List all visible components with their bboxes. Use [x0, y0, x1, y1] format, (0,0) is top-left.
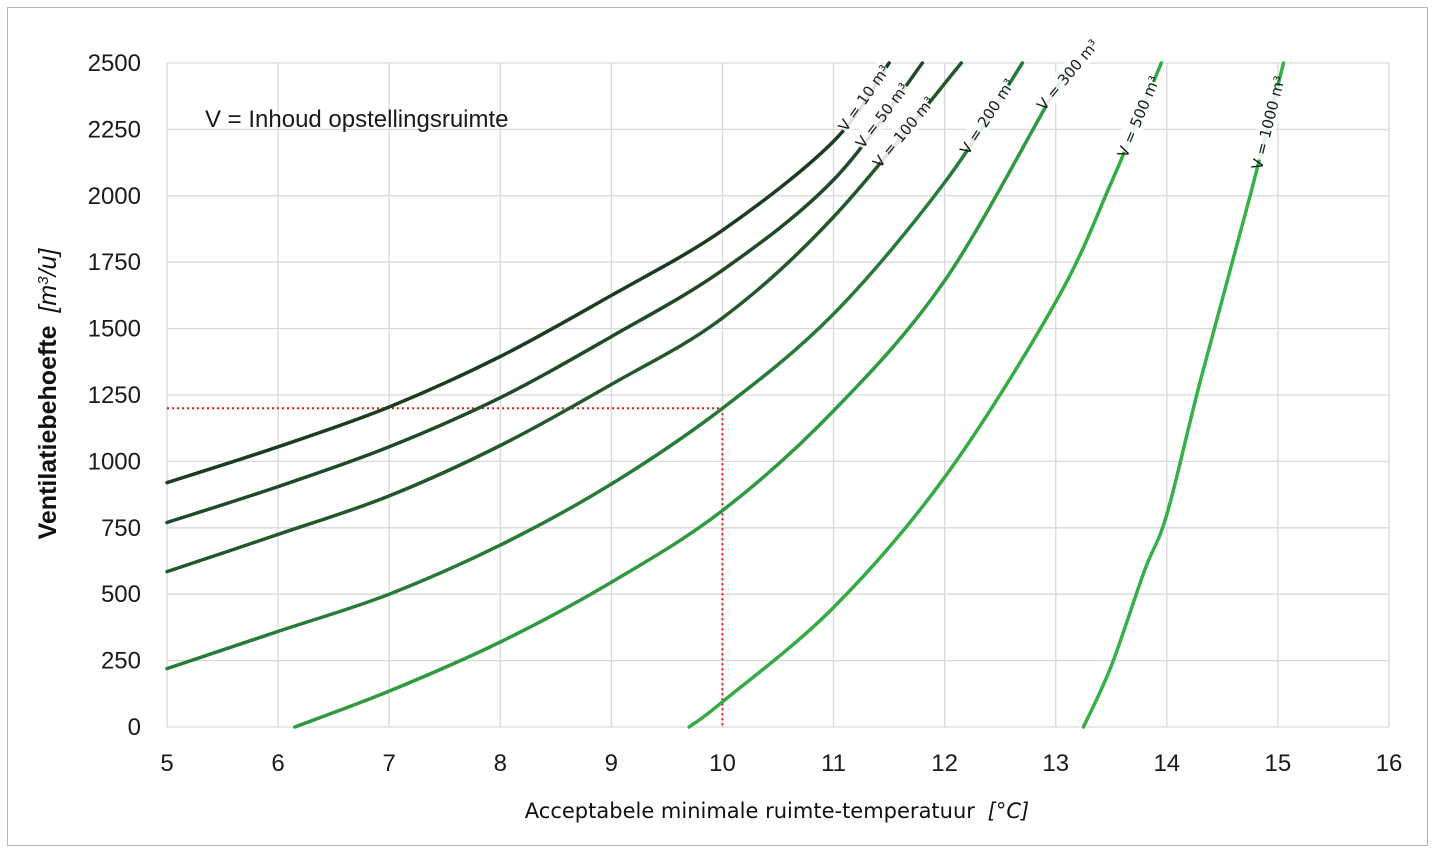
series-label: V = 300 m³ — [1033, 36, 1102, 114]
series-label-group: V = 500 m³ — [1113, 73, 1164, 160]
series-label-bg — [871, 96, 935, 168]
y-tick-label: 250 — [101, 648, 141, 675]
series-label-bg — [1035, 38, 1100, 110]
series-label-bg — [1113, 77, 1162, 156]
y-tick-label: 500 — [101, 581, 141, 608]
y-tick-label: 1000 — [88, 448, 141, 475]
grid — [166, 62, 1390, 728]
x-tick-label: 8 — [494, 750, 507, 777]
y-tick-label: 750 — [101, 515, 141, 542]
y-tick-label: 2000 — [88, 183, 141, 210]
y-axis-unit-sup: 3 — [35, 276, 52, 285]
x-tick-label: 14 — [1153, 750, 1180, 777]
series-label-bg — [1248, 83, 1287, 162]
y-axis-unit-suffix: /u] — [34, 248, 62, 279]
series-label-group: V = 200 m³ — [956, 76, 1018, 158]
series-label: V = 500 m³ — [1114, 73, 1164, 160]
series-label-group: V = 1000 m³ — [1248, 74, 1289, 171]
y-tick-label: 2500 — [88, 50, 141, 77]
x-tick-label: 16 — [1376, 750, 1403, 777]
series-line — [165, 61, 891, 485]
series-label-group: V = 300 m³ — [1033, 36, 1102, 114]
x-tick-label: 7 — [383, 750, 396, 777]
y-tick-label: 1750 — [88, 249, 141, 276]
series-label: V = 1000 m³ — [1248, 74, 1289, 171]
y-axis-title: Ventilatiebehoefte — [34, 325, 62, 539]
series-label-bg — [850, 78, 913, 152]
series-line — [293, 61, 1080, 729]
y-tick-labels: 0 250 500 750 1000 1250 1500 1750 2000 2250 2500 — [88, 50, 141, 741]
x-tick-label: 11 — [821, 750, 846, 777]
y-axis-label: Ventilatiebehoefte [m3/u] — [34, 248, 62, 540]
curves — [165, 61, 1286, 729]
x-tick-label: 10 — [709, 750, 736, 777]
series-label-bg — [833, 60, 894, 135]
x-tick-label: 15 — [1265, 750, 1292, 777]
x-axis-title: Acceptabele minimale ruimte-temperatuur — [525, 799, 975, 823]
x-tick-label: 9 — [605, 750, 618, 777]
x-tick-label: 5 — [160, 750, 173, 777]
x-tick-label: 13 — [1042, 750, 1069, 777]
y-tick-label: 0 — [128, 714, 141, 741]
x-tick-label: 6 — [271, 750, 284, 777]
series-line — [165, 61, 925, 525]
y-tick-label: 1250 — [88, 382, 141, 409]
x-axis-unit: [°C] — [988, 799, 1030, 823]
series-line — [687, 61, 1164, 729]
y-tick-label: 2250 — [88, 116, 141, 143]
series-line — [165, 61, 964, 574]
reference-lines — [167, 407, 724, 727]
curve-labels: V = 10 m³V = 50 m³V = 100 m³ V = 200 m³V … — [833, 36, 1289, 172]
x-tick-labels: 5 6 7 8 9 10 11 12 13 14 15 16 — [160, 750, 1402, 777]
y-axis-unit-prefix: [m — [34, 285, 62, 314]
series-line — [165, 61, 1025, 671]
y-tick-label: 1500 — [88, 316, 141, 343]
series-label-bg — [957, 78, 1016, 154]
x-axis-label: Acceptabele minimale ruimte-temperatuur … — [525, 799, 1029, 823]
series-line — [1081, 61, 1286, 729]
chart-frame — [7, 7, 1428, 846]
x-tick-label: 12 — [931, 750, 958, 777]
chart-annotation: V = Inhoud opstellingsruimte — [205, 106, 509, 133]
series-label: V = 200 m³ — [956, 76, 1018, 158]
